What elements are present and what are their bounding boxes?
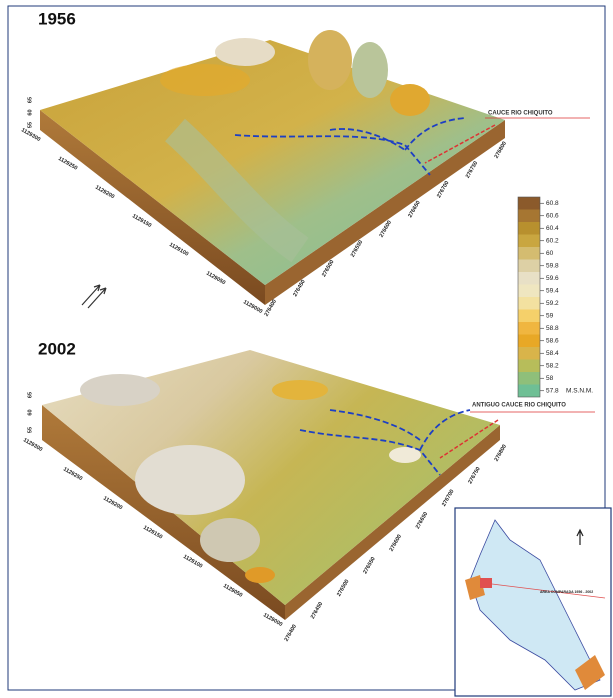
legend-swatch <box>518 247 540 260</box>
z-tick-label: 65 <box>27 97 33 103</box>
legend-swatch <box>518 360 540 373</box>
year-label: 1956 <box>38 9 76 28</box>
figure: 1956 CAUCE RIO CHIQUITO 2002 ANTIGUO CAU… <box>0 0 613 698</box>
legend-swatch <box>518 235 540 248</box>
x-tick-label: 276450 <box>310 601 324 620</box>
legend-swatch <box>518 310 540 323</box>
z-tick-label: 55 <box>27 427 33 433</box>
x-tick-label: 276800 <box>494 444 508 463</box>
x-tick-label: 276650 <box>415 511 429 530</box>
legend-label: 59.4 <box>546 287 559 294</box>
legend-label: 60.8 <box>546 200 559 207</box>
river-label: CAUCE RIO CHIQUITO <box>488 111 553 117</box>
legend-label: 60.6 <box>546 212 559 219</box>
legend-label: 58 <box>546 375 554 382</box>
legend-swatch <box>518 322 540 335</box>
legend-label: 57.8 <box>546 387 559 394</box>
legend-label: 60.2 <box>546 237 559 244</box>
legend-swatch <box>518 272 540 285</box>
x-tick-label: 276700 <box>441 489 455 508</box>
legend-swatch <box>518 197 540 210</box>
y-tick-label: 1129300 <box>20 127 41 143</box>
river-label: ANTIGUO CAUCE RIO CHIQUITO <box>472 403 566 409</box>
x-tick-label: 276550 <box>362 556 376 575</box>
legend-swatch <box>518 222 540 235</box>
legend-swatch <box>518 335 540 348</box>
legend-label: 58.4 <box>546 350 559 357</box>
legend-label: 58.2 <box>546 362 559 369</box>
legend-swatch <box>518 372 540 385</box>
legend-label: 60.4 <box>546 225 559 232</box>
z-tick-label: 55 <box>27 122 33 128</box>
y-tick-label: 1129200 <box>94 185 115 201</box>
legend-swatch <box>518 210 540 223</box>
inset-map <box>455 508 611 696</box>
legend-label: 58.8 <box>546 325 559 332</box>
legend-label: 59.6 <box>546 275 559 282</box>
z-tick-label: 60 <box>27 109 33 115</box>
legend-swatch <box>518 385 540 398</box>
legend-label: 60 <box>546 250 554 257</box>
y-tick-label: 1129200 <box>102 496 123 512</box>
legend-swatch <box>518 260 540 273</box>
z-tick-label: 65 <box>27 392 33 398</box>
x-tick-label: 276600 <box>389 534 403 553</box>
legend-swatch <box>518 285 540 298</box>
x-tick-label: 276400 <box>284 624 298 643</box>
x-tick-label: 276500 <box>336 579 350 598</box>
inset-label: AREA COMPARADA 1956 - 2002 <box>540 590 593 594</box>
legend-label: 59.2 <box>546 300 559 307</box>
x-tick-label: 276750 <box>467 466 481 485</box>
z-tick-label: 60 <box>27 409 33 415</box>
legend-label: 58.6 <box>546 337 559 344</box>
legend-swatch <box>518 297 540 310</box>
y-tick-label: 1129250 <box>57 156 78 172</box>
y-tick-label: 1129050 <box>205 271 226 287</box>
y-tick-label: 1129100 <box>168 242 189 258</box>
legend: 60.8 60.6 60.4 60.2 60 59.8 59.6 59.4 59.2 59 58.8… <box>518 197 593 397</box>
legend-swatch <box>518 347 540 360</box>
terrain-1956 <box>40 30 590 305</box>
y-tick-label: 1129300 <box>22 437 43 453</box>
legend-unit: M.S.N.M. <box>566 387 593 394</box>
year-label: 2002 <box>38 339 76 358</box>
legend-label: 59 <box>546 312 554 319</box>
y-tick-label: 1129000 <box>242 299 263 315</box>
legend-label: 59.8 <box>546 262 559 269</box>
north-arrow <box>82 285 106 308</box>
y-tick-label: 1129250 <box>62 466 83 482</box>
y-tick-label: 1129150 <box>131 213 152 229</box>
